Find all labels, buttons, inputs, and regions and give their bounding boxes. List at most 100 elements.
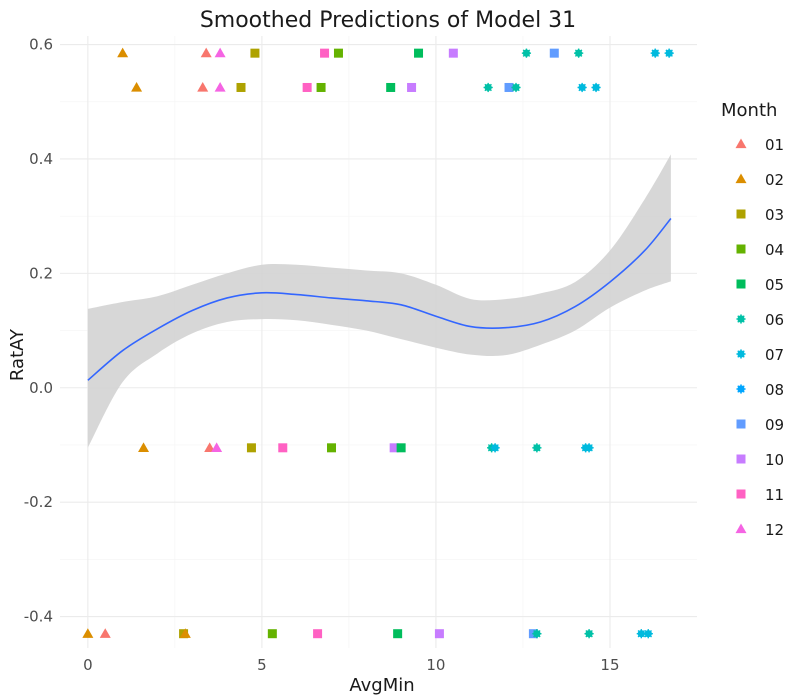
- y-tick-label: 0.6: [29, 36, 53, 54]
- legend-label: 04: [765, 241, 784, 259]
- legend-key-05: [736, 279, 746, 289]
- data-point-month-06-spoke: [574, 49, 583, 57]
- data-point-month-10: [407, 82, 417, 92]
- legend-key-10: [736, 454, 746, 464]
- data-point-month-05-shape: [414, 48, 424, 58]
- data-point-month-12-shape: [214, 81, 226, 92]
- data-point-month-05: [386, 82, 396, 92]
- legend-key-06: [736, 314, 746, 324]
- legend-label: 08: [765, 381, 784, 399]
- data-point-month-03: [250, 48, 260, 58]
- data-point-month-11-shape: [313, 629, 323, 639]
- legend-label: 11: [765, 486, 784, 504]
- x-tick-label: 5: [257, 656, 267, 674]
- data-point-month-02-shape: [82, 628, 94, 638]
- data-point-month-05-shape: [393, 629, 403, 639]
- data-point-month-07-spoke: [644, 629, 653, 638]
- data-point-month-05: [414, 48, 424, 58]
- data-point-month-06-spoke: [585, 629, 593, 638]
- data-point-month-07: [650, 48, 660, 58]
- data-point-month-01: [99, 628, 111, 638]
- data-point-month-04-shape: [327, 443, 337, 453]
- confidence-band-layer: [87, 154, 671, 448]
- legend-key-10-shape: [736, 454, 746, 464]
- data-point-month-06-spoke: [533, 629, 541, 638]
- data-point-month-04-shape: [316, 82, 326, 92]
- data-point-month-02: [131, 81, 143, 92]
- data-point-month-05: [393, 629, 403, 639]
- legend-key-05-shape: [736, 279, 746, 289]
- data-point-month-02: [179, 628, 191, 638]
- data-point-month-04: [316, 82, 326, 92]
- legend-key-04: [736, 244, 746, 254]
- data-point-month-01-shape: [99, 628, 111, 638]
- data-point-month-06: [483, 82, 493, 93]
- x-tick-label: 10: [426, 656, 445, 674]
- chart-title: Smoothed Predictions of Model 31: [200, 8, 576, 33]
- data-point-month-12: [211, 442, 223, 452]
- x-tick-label: 15: [600, 656, 619, 674]
- data-point-month-01-shape: [197, 81, 209, 92]
- data-point-month-04-shape: [333, 48, 343, 58]
- legend-item-12: 12: [735, 521, 784, 539]
- legend-key-04-shape: [736, 244, 746, 254]
- legend-label: 03: [765, 206, 784, 224]
- data-point-month-04: [327, 443, 337, 453]
- data-point-month-02: [82, 628, 94, 638]
- x-axis-title: AvgMin: [349, 675, 414, 696]
- data-point-month-06-spoke: [512, 83, 520, 92]
- data-point-month-07-spoke: [651, 49, 659, 57]
- data-point-month-02-shape: [117, 47, 129, 58]
- data-point-month-09-shape: [549, 48, 559, 58]
- data-point-month-02-shape: [138, 442, 150, 452]
- legend-item-04: 04: [736, 241, 784, 259]
- data-point-month-06-spoke: [533, 444, 541, 452]
- data-point-month-11: [313, 629, 323, 639]
- smooth-line-layer: [87, 217, 672, 381]
- legend-label: 05: [765, 276, 784, 294]
- data-point-month-07: [643, 629, 653, 639]
- data-point-month-03-shape: [246, 443, 256, 453]
- legend-key-02-shape: [735, 173, 747, 184]
- data-point-month-04: [333, 48, 343, 58]
- data-point-month-02-shape: [179, 628, 191, 638]
- data-point-month-06-spoke: [522, 49, 531, 57]
- data-point-month-02-shape: [131, 81, 143, 92]
- confidence-band: [87, 154, 671, 448]
- legend-item-11: 11: [736, 486, 784, 504]
- legend-key-03: [736, 209, 746, 219]
- data-point-month-02: [117, 47, 129, 58]
- legend-label: 12: [765, 521, 784, 539]
- data-point-month-11-shape: [320, 48, 330, 58]
- data-point-month-05-shape: [396, 443, 406, 453]
- data-point-month-03-shape: [236, 82, 246, 92]
- legend-key-12: [735, 523, 747, 534]
- data-point-month-04-shape: [267, 629, 277, 639]
- y-tick-label: -0.4: [24, 608, 53, 626]
- data-point-month-10: [434, 629, 444, 639]
- data-point-month-10-shape: [448, 48, 458, 58]
- data-point-month-04: [267, 629, 277, 639]
- data-point-month-07-spoke: [637, 629, 646, 638]
- legend-key-11-shape: [736, 489, 746, 499]
- data-point-month-12: [214, 47, 226, 58]
- y-tick-label: 0.0: [29, 379, 53, 397]
- data-point-month-06: [511, 82, 521, 93]
- data-point-month-07: [490, 443, 500, 453]
- data-point-month-11: [320, 48, 330, 58]
- legend: Month 01 02 03 04 05 06 07 08 09 10 11 12: [721, 100, 784, 539]
- legend-item-09: 09: [736, 416, 784, 434]
- legend-label: 01: [765, 136, 784, 154]
- data-point-month-05-shape: [386, 82, 396, 92]
- y-axis-ticks: -0.4 -0.2 0.0 0.2 0.4 0.6: [24, 36, 53, 626]
- data-point-month-05: [396, 443, 406, 453]
- points-layer: [82, 47, 674, 639]
- legend-item-03: 03: [736, 206, 784, 224]
- data-point-month-11: [302, 82, 312, 92]
- data-point-month-09-shape: [504, 82, 514, 92]
- y-tick-label: 0.2: [29, 264, 53, 282]
- data-point-month-12: [214, 81, 226, 92]
- legend-items: 01 02 03 04 05 06 07 08 09 10 11 12: [735, 136, 784, 539]
- legend-key-11: [736, 489, 746, 499]
- legend-key-07-spoke: [737, 350, 745, 358]
